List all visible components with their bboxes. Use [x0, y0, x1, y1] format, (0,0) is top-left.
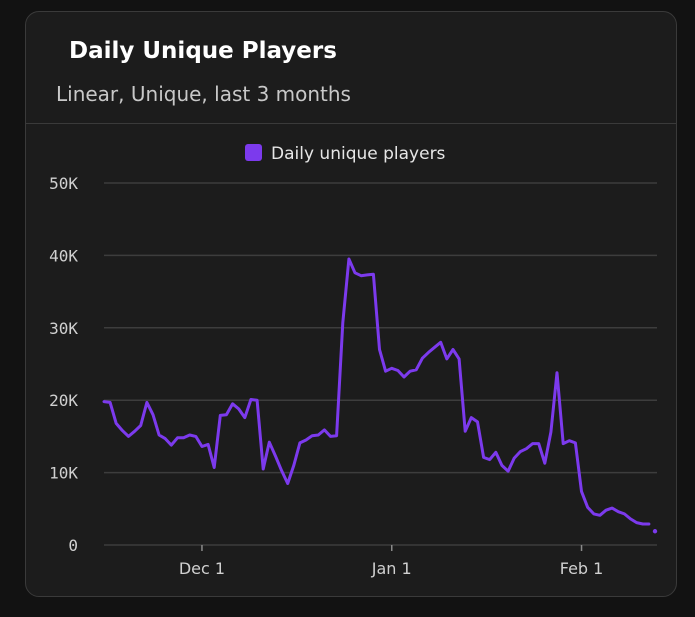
y-tick-label: 40K	[49, 246, 78, 265]
x-tick-label: Feb 1	[560, 559, 604, 578]
chart-title: Daily Unique Players	[69, 38, 337, 64]
y-tick-label: 50K	[49, 174, 78, 193]
data-point[interactable]	[652, 529, 658, 534]
x-tick-label: Dec 1	[179, 559, 225, 578]
y-tick-label: 0	[68, 536, 78, 555]
x-axis-ticks: Dec 1 Jan 1 Feb 1	[179, 545, 603, 578]
gridlines	[104, 182, 657, 546]
series-line-daily-unique-players	[102, 257, 651, 526]
chart-subtitle: Linear, Unique, last 3 months	[56, 82, 351, 106]
y-tick-label: 20K	[49, 391, 78, 410]
y-tick-label: 10K	[49, 464, 78, 483]
legend[interactable]: Daily unique players	[245, 144, 446, 164]
y-tick-label: 30K	[49, 319, 78, 338]
series-points	[652, 529, 658, 534]
legend-label: Daily unique players	[271, 144, 446, 164]
y-axis-ticks: 0 10K 20K 30K 40K 50K	[49, 174, 78, 555]
card-header: Daily Unique Players Linear, Unique, las…	[26, 12, 676, 124]
chart-card: Daily Unique Players Linear, Unique, las…	[25, 11, 677, 597]
legend-swatch	[245, 144, 262, 161]
x-tick-label: Jan 1	[371, 559, 412, 578]
